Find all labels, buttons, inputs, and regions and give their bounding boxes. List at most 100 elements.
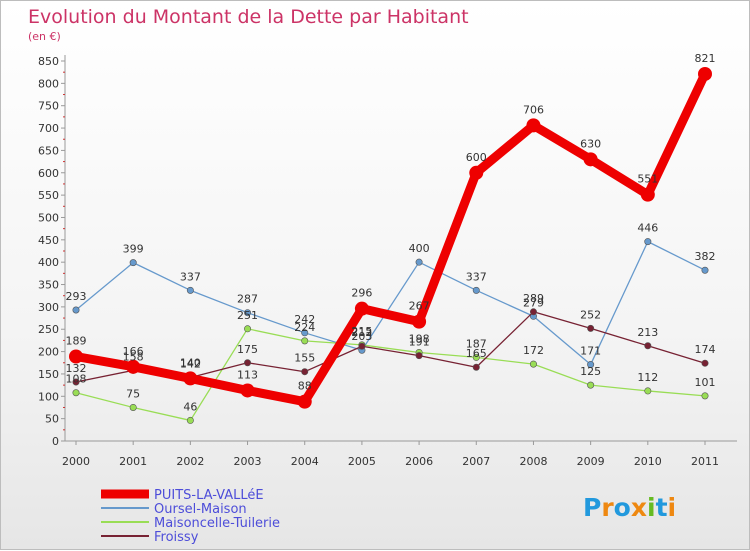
logo-text: Proxiti — [583, 493, 676, 522]
data-point — [354, 301, 369, 316]
series-lines — [69, 66, 712, 424]
legend-label: Oursel-Maison — [154, 502, 247, 517]
data-label: 212 — [351, 326, 372, 339]
data-point — [701, 359, 709, 367]
data-label: 175 — [237, 343, 258, 356]
chart-title: Evolution du Montant de la Dette par Hab… — [28, 6, 469, 28]
y-tick-label: 0 — [52, 435, 59, 448]
x-tick-label: 2000 — [62, 455, 90, 468]
data-point — [240, 383, 255, 398]
y-tick-label: 700 — [38, 122, 59, 135]
logo-letter: o — [614, 493, 631, 522]
data-point — [698, 66, 712, 81]
data-point — [301, 368, 309, 376]
y-tick-label: 100 — [38, 390, 59, 403]
data-point — [472, 353, 480, 361]
data-point — [72, 378, 80, 386]
logo-letter: i — [668, 493, 677, 522]
data-point — [186, 416, 194, 424]
proxiti-logo: Proxiti — [583, 493, 676, 522]
data-point — [301, 337, 309, 345]
series-line-1 — [75, 240, 706, 366]
x-tick-label: 2001 — [119, 455, 147, 468]
data-label: 242 — [294, 313, 315, 326]
data-point — [129, 403, 137, 411]
data-label: 252 — [580, 308, 601, 321]
y-tick-label: 600 — [38, 167, 59, 180]
data-label: 630 — [580, 137, 601, 150]
data-point — [587, 324, 595, 332]
logo-letter: x — [631, 493, 647, 522]
data-label: 132 — [66, 362, 87, 375]
data-label: 399 — [123, 243, 144, 256]
data-label: 198 — [409, 332, 430, 345]
data-point — [644, 238, 652, 246]
data-point — [297, 394, 312, 409]
data-label: 165 — [466, 347, 487, 360]
y-tick-label: 250 — [38, 323, 59, 336]
data-point — [529, 360, 537, 368]
legend-label: Maisoncelle-Tuilerie — [154, 516, 280, 531]
data-label: 101 — [695, 376, 716, 389]
data-label: 189 — [66, 335, 87, 348]
x-tick-label: 2005 — [348, 455, 376, 468]
y-tick-label: 50 — [45, 413, 59, 426]
data-label: 213 — [637, 326, 658, 339]
data-label: 142 — [180, 358, 201, 371]
data-point — [244, 359, 252, 367]
x-tick-label: 2010 — [634, 455, 662, 468]
data-point — [183, 371, 198, 386]
data-label: 46 — [183, 400, 197, 413]
data-label: 187 — [466, 337, 487, 350]
logo-letter: t — [656, 493, 668, 522]
data-point — [186, 286, 194, 294]
data-point — [469, 165, 484, 180]
data-point — [69, 349, 83, 364]
data-label: 171 — [580, 345, 601, 358]
y-tick-label: 500 — [38, 211, 59, 224]
data-point — [583, 152, 598, 167]
data-point — [640, 187, 655, 202]
data-point — [644, 387, 652, 395]
x-tick-label: 2002 — [176, 455, 204, 468]
data-point — [415, 258, 423, 266]
data-label: 112 — [637, 371, 658, 384]
data-point — [644, 342, 652, 350]
logo-letter: i — [647, 493, 656, 522]
data-label: 215 — [351, 325, 372, 338]
y-tick-label: 750 — [38, 100, 59, 113]
data-point — [129, 259, 137, 267]
data-label: 551 — [637, 173, 658, 186]
axes: 0 50 100 150 200 250 300 350 400 450 500 550 600 650 7… — [38, 55, 737, 468]
data-label: 166 — [123, 345, 144, 358]
data-labels: 293 399 337 287 242 203 400 337 279 171 446 382 108 7… — [66, 52, 716, 413]
data-label: 125 — [580, 365, 601, 378]
data-point — [126, 359, 141, 374]
data-point — [72, 306, 80, 314]
data-point — [472, 363, 480, 371]
data-label: 75 — [126, 387, 140, 400]
data-label: 108 — [66, 373, 87, 386]
legend-label: PUITS-LA-VALLéE — [154, 488, 264, 503]
data-label: 172 — [523, 344, 544, 357]
data-label: 267 — [409, 300, 430, 313]
x-tick-label: 2004 — [291, 455, 319, 468]
data-point — [526, 118, 541, 133]
data-point — [301, 329, 309, 337]
legend: PUITS-LA-VALLéEOursel-MaisonMaisoncelle-… — [101, 488, 280, 545]
data-point — [72, 389, 80, 397]
y-tick-label: 150 — [38, 368, 59, 381]
y-tick-label: 350 — [38, 279, 59, 292]
legend-label: Froissy — [154, 530, 199, 545]
y-tick-label: 650 — [38, 144, 59, 157]
data-label: 296 — [351, 287, 372, 300]
y-tick-label: 400 — [38, 256, 59, 269]
data-point — [244, 309, 252, 317]
data-point — [587, 361, 595, 369]
data-point — [701, 266, 709, 274]
data-label: 706 — [523, 103, 544, 116]
data-label: 337 — [466, 270, 487, 283]
logo-letter: P — [583, 493, 601, 522]
data-label: 158 — [123, 350, 144, 363]
